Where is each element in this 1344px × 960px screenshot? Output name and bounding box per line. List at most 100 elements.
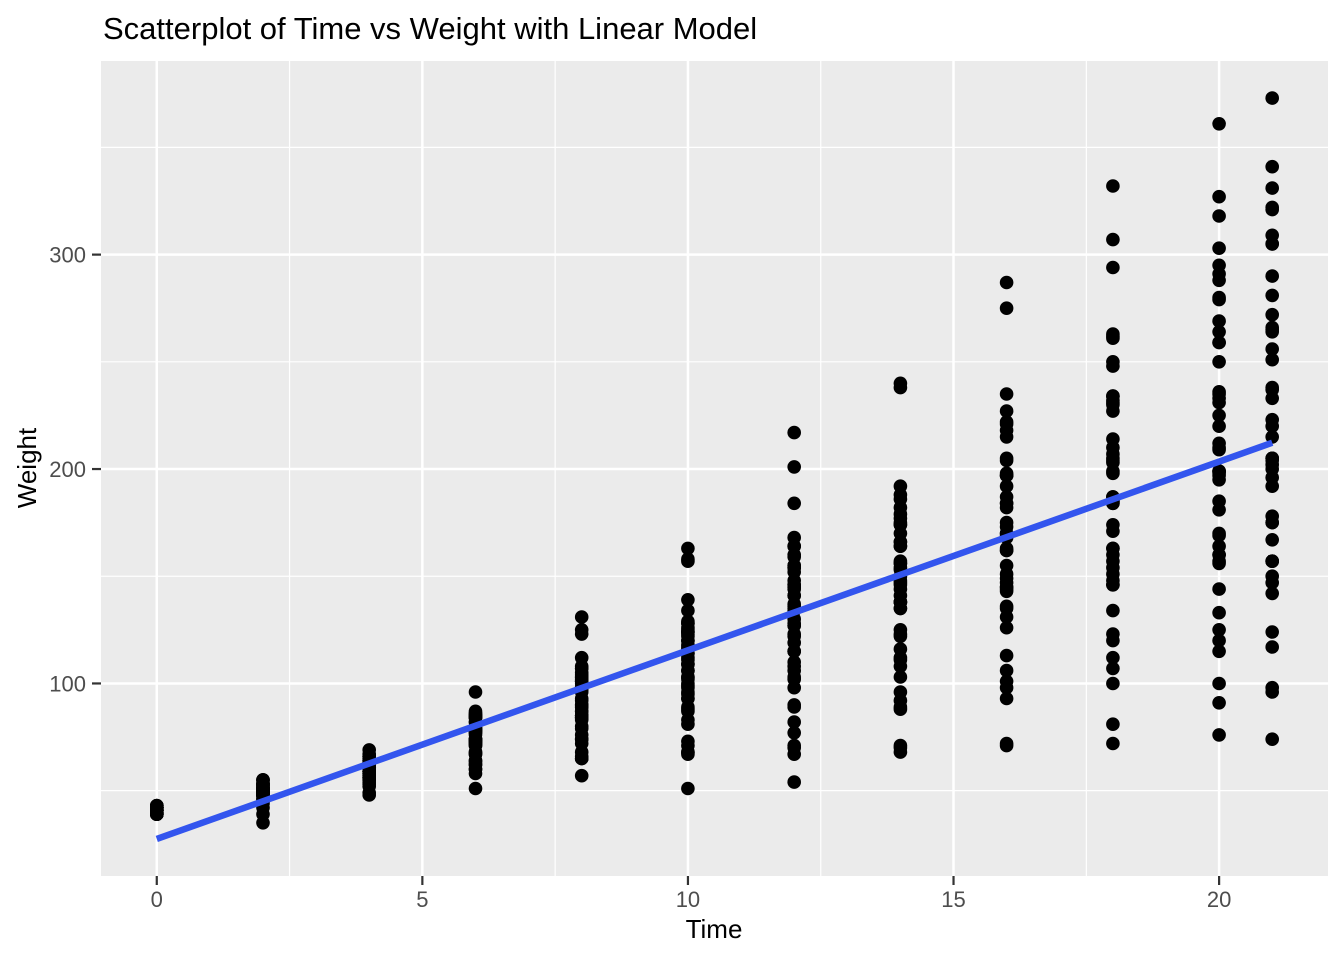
data-point — [1265, 419, 1279, 434]
data-point — [999, 691, 1014, 706]
data-point — [1265, 554, 1279, 568]
data-point — [893, 629, 908, 644]
data-point — [362, 747, 377, 761]
data-point — [1106, 661, 1120, 676]
axis-tick-labels: 0 5 10 15 20 100 200 300 — [49, 243, 1231, 912]
x-tick-label: 10 — [676, 887, 700, 912]
data-point — [681, 700, 695, 714]
data-point — [1212, 391, 1226, 406]
data-point — [362, 771, 377, 785]
data-point — [1106, 232, 1120, 247]
y-tick-label: 300 — [49, 243, 86, 268]
data-point — [1212, 605, 1226, 620]
data-point — [999, 663, 1014, 678]
data-point — [1265, 640, 1279, 654]
data-point — [1212, 408, 1226, 423]
data-point — [1265, 586, 1279, 601]
data-point — [1265, 200, 1279, 215]
data-point — [1212, 528, 1226, 543]
data-point — [1265, 325, 1279, 339]
data-point — [1265, 237, 1279, 251]
data-point — [1106, 633, 1120, 648]
data-point — [1106, 331, 1120, 346]
data-point — [893, 488, 908, 502]
data-point — [1212, 290, 1226, 305]
data-point — [681, 554, 695, 568]
data-point — [1212, 189, 1226, 204]
data-point — [1212, 623, 1226, 637]
data-point — [999, 543, 1014, 558]
data-point — [787, 425, 801, 440]
data-point — [893, 535, 908, 549]
data-point — [1106, 179, 1120, 193]
data-point — [787, 700, 801, 714]
data-point — [1265, 91, 1279, 105]
data-point — [893, 578, 908, 592]
data-point — [1265, 382, 1279, 397]
data-point — [1265, 159, 1279, 174]
data-point — [1265, 451, 1279, 466]
data-point — [1212, 728, 1226, 742]
data-point — [681, 593, 695, 607]
data-point — [893, 650, 908, 665]
data-point — [999, 415, 1014, 429]
data-point — [1212, 209, 1226, 223]
data-point — [1265, 533, 1279, 547]
data-point — [787, 558, 801, 573]
data-point — [468, 745, 483, 759]
data-point — [1212, 556, 1226, 571]
data-point — [999, 404, 1014, 418]
data-point — [999, 451, 1014, 466]
data-point — [999, 680, 1014, 695]
data-point — [999, 736, 1014, 751]
data-point — [362, 786, 377, 800]
y-tick-label: 200 — [49, 457, 86, 482]
data-point — [1265, 269, 1279, 283]
data-point — [1212, 419, 1226, 434]
x-tick-label: 5 — [416, 887, 428, 912]
data-point — [681, 781, 695, 796]
data-point — [999, 275, 1014, 290]
data-point — [999, 620, 1014, 635]
regression-line-layer — [155, 439, 1274, 843]
data-point — [574, 627, 589, 641]
axis-tick-marks — [92, 253, 1221, 885]
data-point — [1212, 440, 1226, 455]
data-point — [787, 460, 801, 474]
data-point — [999, 648, 1014, 663]
data-point — [999, 601, 1014, 616]
data-point — [574, 610, 589, 624]
data-point — [681, 541, 695, 556]
data-point — [999, 520, 1014, 534]
data-point — [468, 766, 483, 781]
x-tick-label: 0 — [151, 887, 163, 912]
data-point — [1265, 509, 1279, 523]
data-point — [787, 741, 801, 755]
data-point — [574, 768, 589, 783]
data-point — [1106, 717, 1120, 731]
data-point — [681, 672, 695, 686]
data-point — [681, 603, 695, 618]
data-point — [1106, 676, 1120, 691]
data-point — [893, 500, 908, 515]
data-point — [893, 380, 908, 395]
data-point — [1212, 676, 1226, 691]
data-point — [681, 629, 695, 644]
data-point — [574, 665, 589, 680]
data-point — [999, 575, 1014, 590]
data-point — [1265, 685, 1279, 699]
data-point — [999, 387, 1014, 401]
data-point — [893, 738, 908, 753]
data-point — [1212, 494, 1226, 509]
data-point — [1106, 578, 1120, 592]
data-point — [681, 734, 695, 749]
data-point — [681, 616, 695, 631]
data-point — [681, 745, 695, 759]
data-point — [1265, 288, 1279, 303]
x-tick-label: 20 — [1207, 887, 1231, 912]
data-point — [1106, 603, 1120, 618]
data-point — [468, 685, 483, 699]
data-point — [1106, 440, 1120, 455]
data-point — [1212, 325, 1226, 339]
data-point — [787, 680, 801, 695]
